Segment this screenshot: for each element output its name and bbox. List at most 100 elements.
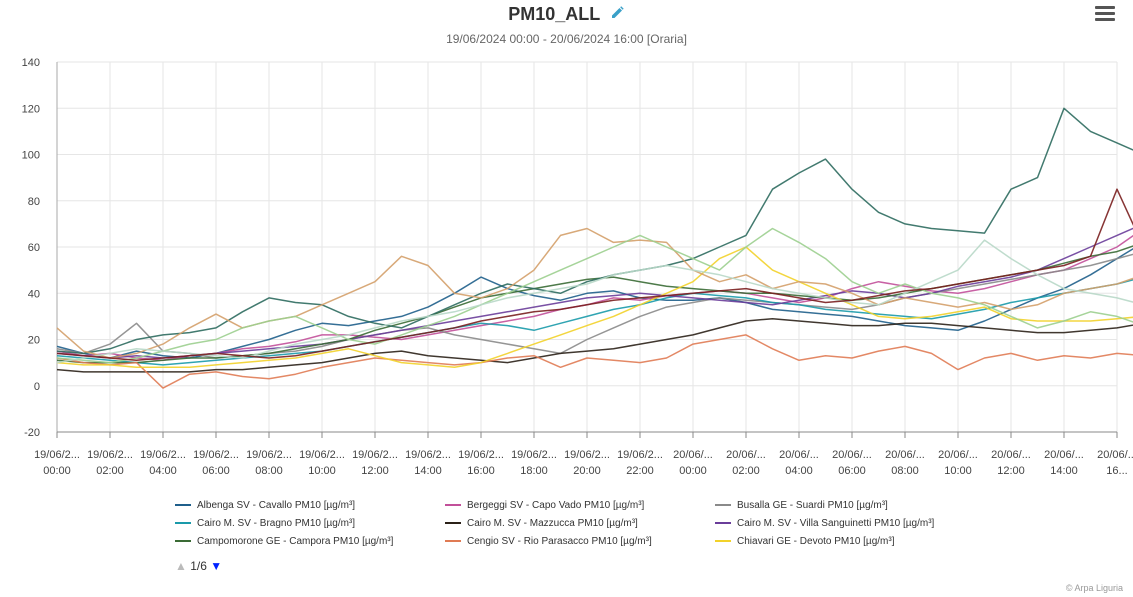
x-tick-label: 10:00 [308,465,336,477]
x-tick-label: 19/06/2... [564,449,610,461]
x-tick-label: 08:00 [891,465,919,477]
x-tick-label: 08:00 [255,465,283,477]
x-tick-label: 19/06/2... [405,449,451,461]
x-tick-label: 20/06/... [726,449,766,461]
legend-item[interactable]: Albenga SV - Cavallo PM10 [µg/m³] [175,500,355,511]
series-line-7 [56,334,1133,389]
series-line-9 [56,107,1133,355]
legend-label: Albenga SV - Cavallo PM10 [µg/m³] [197,500,356,511]
x-tick-label: 02:00 [96,465,124,477]
x-tick-label: 19/06/2... [193,449,239,461]
legend-item[interactable]: Cairo M. SV - Villa Sanguinetti PM10 [µg… [715,518,934,529]
series-line-10 [56,227,1133,359]
legend-swatch [715,522,731,525]
pencil-icon[interactable] [609,5,625,26]
x-tick-label: 20/06/... [991,449,1031,461]
legend-label: Cairo M. SV - Villa Sanguinetti PM10 [µg… [737,518,935,529]
legend-swatch [175,540,191,543]
legend-swatch [715,504,731,507]
legend-item[interactable]: Cairo M. SV - Bragno PM10 [µg/m³] [175,518,355,529]
legend-swatch [175,522,191,525]
legend-label: Cairo M. SV - Mazzucca PM10 [µg/m³] [467,518,638,529]
legend-swatch [445,540,461,543]
x-tick-label: 19/06/2... [458,449,504,461]
legend-label: Cengio SV - Rio Parasacco PM10 [µg/m³] [467,536,652,547]
chart-title-row: PM10_ALL [0,4,1133,26]
x-tick-label: 06:00 [202,465,230,477]
legend-item[interactable]: Chiavari GE - Devoto PM10 [µg/m³] [715,536,894,547]
legend-item[interactable]: Campomorone GE - Campora PM10 [µg/m³] [175,536,393,547]
x-tick-label: 22:00 [626,465,654,477]
x-tick-label: 20/06/... [1097,449,1133,461]
y-tick-label: 20 [28,335,40,347]
legend-label: Chiavari GE - Devoto PM10 [µg/m³] [737,536,895,547]
x-tick-label: 19/06/2... [34,449,80,461]
x-tick-label: 19/06/2... [617,449,663,461]
pager-up-icon[interactable]: ▲ [175,559,187,573]
y-tick-label: -20 [24,427,40,439]
x-tick-label: 20/06/... [1044,449,1084,461]
legend-label: Bergeggi SV - Capo Vado PM10 [µg/m³] [467,500,645,511]
x-tick-label: 20/06/... [673,449,713,461]
legend-swatch [175,504,191,507]
x-tick-label: 20/06/... [885,449,925,461]
legend-swatch [445,504,461,507]
x-tick-label: 00:00 [679,465,707,477]
x-tick-label: 00:00 [43,465,71,477]
y-tick-label: 40 [28,288,40,300]
x-tick-label: 06:00 [838,465,866,477]
x-tick-label: 14:00 [414,465,442,477]
series-line-5 [56,227,1133,359]
y-tick-label: 60 [28,242,40,254]
series-line-12 [56,239,1133,364]
legend-item[interactable]: Busalla GE - Suardi PM10 [µg/m³] [715,500,888,511]
legend-label: Campomorone GE - Campora PM10 [µg/m³] [197,536,394,547]
legend-pager: ▲ 1/6 ▼ [175,559,222,573]
x-tick-label: 19/06/2... [352,449,398,461]
series-line-0 [56,247,1133,359]
x-tick-label: 18:00 [520,465,548,477]
series-line-3 [56,279,1133,366]
x-tick-label: 04:00 [149,465,177,477]
x-tick-label: 19/06/2... [87,449,133,461]
legend-swatch [715,540,731,543]
pager-down-icon[interactable]: ▼ [210,559,223,573]
legend-item[interactable]: Cairo M. SV - Mazzucca PM10 [µg/m³] [445,518,638,529]
x-tick-label: 20/06/... [938,449,978,461]
series-line-4 [56,317,1133,373]
x-tick-label: 19/06/2... [246,449,292,461]
x-tick-label: 10:00 [944,465,972,477]
x-tick-label: 16... [1106,465,1127,477]
legend-item[interactable]: Bergeggi SV - Capo Vado PM10 [µg/m³] [445,500,644,511]
legend-label: Busalla GE - Suardi PM10 [µg/m³] [737,500,888,511]
x-tick-label: 14:00 [1050,465,1078,477]
x-tick-label: 20:00 [573,465,601,477]
chart-title: PM10_ALL [508,4,601,24]
legend-label: Cairo M. SV - Bragno PM10 [µg/m³] [197,518,356,529]
x-tick-label: 19/06/2... [511,449,557,461]
pager-text: 1/6 [190,559,207,573]
y-tick-label: 80 [28,196,40,208]
series-line-8 [56,246,1133,369]
y-tick-label: 100 [22,150,40,162]
y-tick-label: 0 [34,381,40,393]
series-line-13 [56,188,1133,362]
y-tick-label: 120 [22,103,40,115]
x-tick-label: 16:00 [467,465,495,477]
chart-subtitle: 19/06/2024 00:00 - 20/06/2024 16:00 [Ora… [446,32,687,46]
x-tick-label: 19/06/2... [299,449,345,461]
y-tick-label: 140 [22,57,40,69]
x-tick-label: 12:00 [361,465,389,477]
x-tick-label: 20/06/... [832,449,872,461]
legend-item[interactable]: Cengio SV - Rio Parasacco PM10 [µg/m³] [445,536,652,547]
hamburger-menu-icon[interactable] [1095,6,1115,22]
legend-swatch [445,522,461,525]
x-tick-label: 19/06/2... [140,449,186,461]
x-tick-label: 04:00 [785,465,813,477]
x-tick-label: 02:00 [732,465,760,477]
x-tick-label: 12:00 [997,465,1025,477]
credits[interactable]: © Arpa Liguria [1065,583,1123,593]
x-tick-label: 20/06/... [779,449,819,461]
series-line-11 [56,227,1133,364]
